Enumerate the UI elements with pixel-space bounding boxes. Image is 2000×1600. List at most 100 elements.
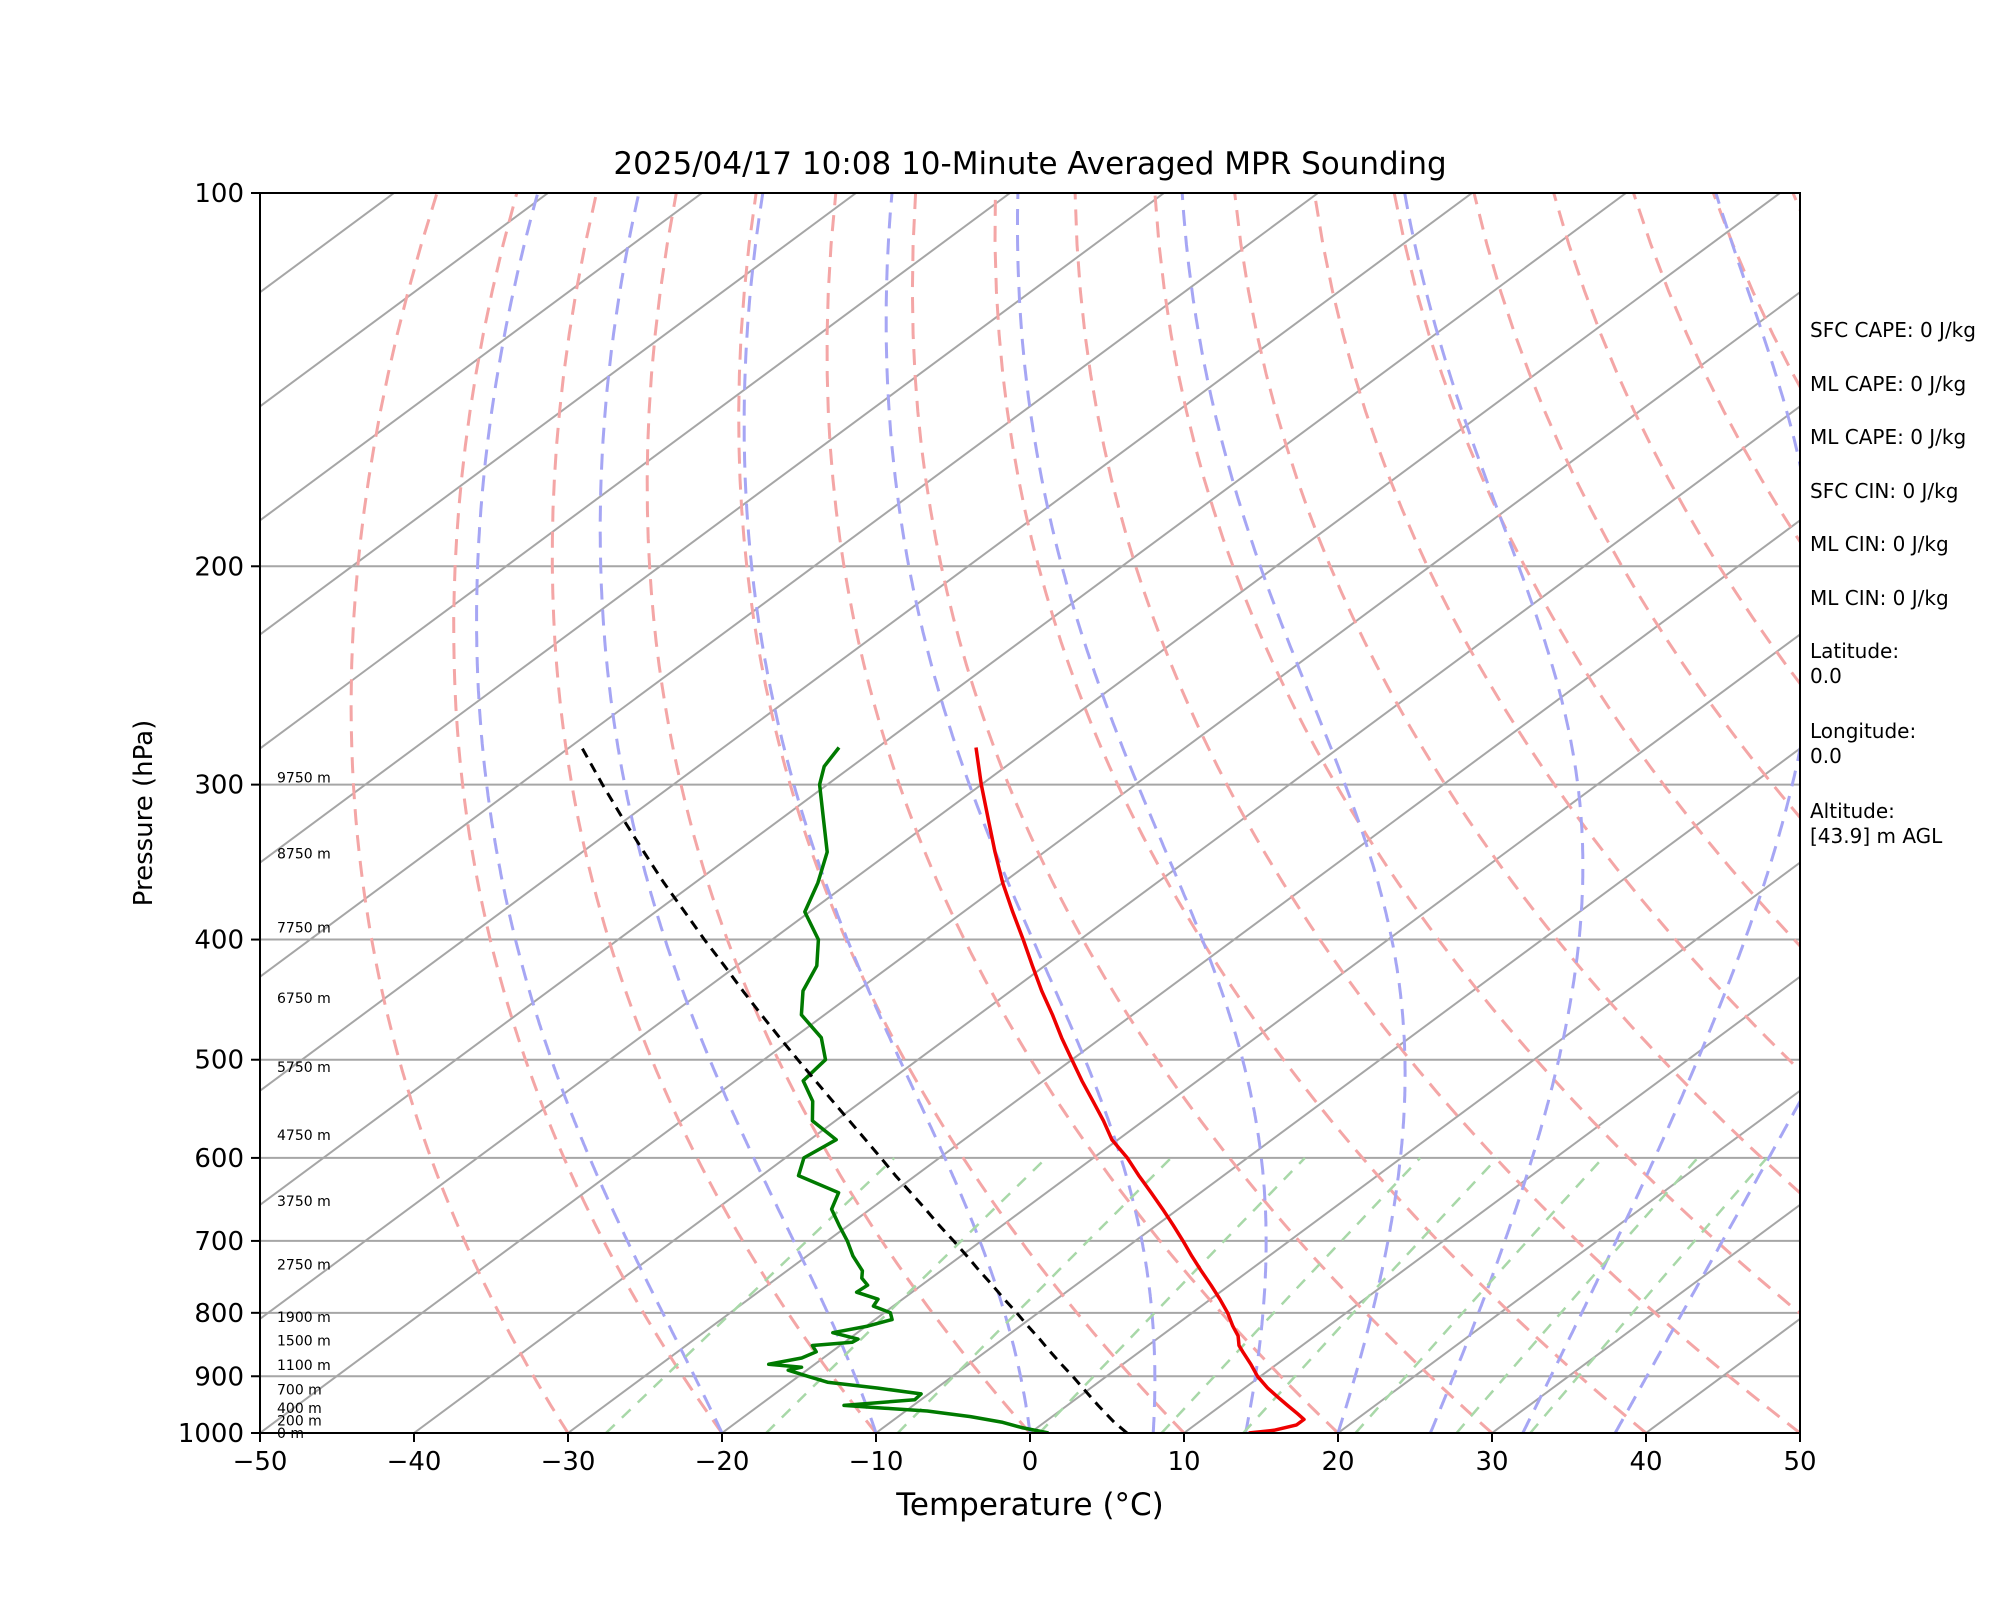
isotherm-line [1337, 1089, 1800, 1433]
height-label: 1500 m [277, 1333, 331, 1349]
height-label: 5750 m [277, 1060, 331, 1076]
isotherm-line [413, 405, 1800, 1433]
y-tick-label: 300 [194, 771, 244, 801]
x-tick-label: 40 [1629, 1447, 1662, 1477]
y-tick-label: 700 [194, 1227, 244, 1257]
y-tick-label: 600 [194, 1144, 244, 1174]
height-label: 7750 m [277, 920, 331, 936]
parcel-line [580, 746, 1128, 1433]
isotherm-line [1491, 1203, 1800, 1433]
height-label: 1900 m [277, 1310, 331, 1326]
dry-adiabat-line [452, 193, 724, 1433]
isotherm-line [260, 193, 1165, 864]
altitude-block: Altitude: [43.9] m AGL [1810, 799, 2000, 879]
height-label: 2750 m [277, 1257, 331, 1273]
isotherm-line [1183, 975, 1800, 1433]
isotherm-line [1029, 861, 1800, 1433]
y-tick-label: 1000 [178, 1419, 244, 1449]
moist-adiabat-line [1613, 1098, 1800, 1433]
dry-adiabat-line [1233, 193, 1800, 1195]
chart-title: 2025/04/17 10:08 10-Minute Averaged MPR … [613, 146, 1446, 182]
dry-adiabat-line [825, 193, 1340, 1433]
mixing-ratio-line [605, 1156, 896, 1433]
dry-adiabat-line [1392, 193, 1800, 949]
latitude-block: Latitude: 0.0 [1810, 639, 2000, 719]
x-tick-label: 10 [1167, 1447, 1200, 1477]
dry-adiabat-line [737, 193, 1186, 1433]
dewpoint-line [766, 746, 1049, 1433]
altitude-label: Altitude: [1810, 799, 1895, 823]
height-label: 8750 m [277, 847, 331, 863]
dry-adiabat-line [645, 193, 1032, 1433]
height-label: 1100 m [277, 1358, 331, 1374]
dry-adiabat-line [993, 193, 1647, 1433]
isotherm-line [260, 193, 1781, 1321]
temperature-line [974, 747, 1306, 1433]
isotherm-line [567, 519, 1800, 1433]
height-label: 400 m [277, 1401, 322, 1417]
moist-adiabat-line [1180, 193, 1407, 1433]
isotherm-line [260, 193, 1627, 1207]
x-tick-label: 0 [1022, 1447, 1039, 1477]
ml-cape-text: ML CAPE: 0 J/kg [1810, 371, 1967, 396]
moist-adiabat-line [742, 193, 1032, 1433]
isotherm-line [260, 193, 1473, 1093]
altitude-value: [43.9] m AGL [1810, 824, 1943, 848]
y-tick-label: 900 [194, 1362, 244, 1392]
x-axis-label: Temperature (°C) [895, 1487, 1164, 1523]
height-label: 9750 m [277, 770, 331, 786]
x-tick-label: −30 [541, 1447, 596, 1477]
x-tick-label: −20 [695, 1447, 750, 1477]
x-tick-label: −10 [849, 1447, 904, 1477]
height-label: 4750 m [277, 1128, 331, 1144]
isotherm-line [721, 633, 1800, 1433]
height-label: 6750 m [277, 991, 331, 1007]
dry-adiabat-line [1472, 193, 1800, 820]
isotherm-line [260, 193, 1011, 750]
y-tick-label: 500 [194, 1046, 244, 1076]
isotherm-line [875, 747, 1800, 1433]
moist-adiabat-line [884, 193, 1157, 1433]
y-axis: 1000 900 800 700 600 500 400 300 200 100 [178, 179, 260, 1449]
x-tick-label: 30 [1475, 1447, 1508, 1477]
mixing-ratio-line [765, 1157, 1048, 1433]
background-lines [260, 193, 1800, 1433]
y-tick-label: 100 [194, 179, 244, 209]
y-axis-label: Pressure (hPa) [129, 720, 159, 907]
mixing-ratio-line [896, 1157, 1172, 1433]
profile-lines [580, 746, 1306, 1433]
dry-adiabat-line [550, 193, 878, 1433]
x-tick-label: −40 [387, 1447, 442, 1477]
longitude-block: Longitude: 0.0 [1810, 719, 2000, 799]
mixing-ratio-line [1038, 1157, 1306, 1433]
isotherm-line [260, 193, 857, 636]
isotherm-line [260, 193, 549, 408]
isotherm-line [260, 193, 703, 522]
moist-adiabat-line [1016, 193, 1268, 1433]
isotherm-line [260, 193, 1319, 978]
mixing-ratio-line [1160, 1157, 1422, 1433]
mixing-ratio-line [1455, 1157, 1699, 1433]
y-tick-label: 800 [194, 1299, 244, 1329]
moist-adiabat-line [598, 193, 878, 1433]
mixing-ratio-line [1529, 1157, 1768, 1433]
x-tick-label: 50 [1783, 1447, 1816, 1477]
y-tick-label: 200 [194, 552, 244, 582]
moist-adiabat-line [1403, 193, 1585, 1433]
x-axis: −50 −40 −30 −20 −10 0 10 20 30 40 50 [233, 1433, 1817, 1477]
x-tick-label: −50 [233, 1447, 288, 1477]
moist-adiabat-line [475, 193, 724, 1433]
height-label: 3750 m [277, 1194, 331, 1210]
ml-cape-text-2: ML CAPE: 0 J/kg [1810, 425, 1967, 449]
stats-panel: SFC CAPE: 0 J/kg ML CAPE: 0 J/kg ML CAPE… [1810, 318, 2000, 879]
dry-adiabat-line [1073, 193, 1800, 1433]
sfc-cin-text: SFC CIN: 0 J/kg [1810, 478, 1959, 503]
sfc-cape-text: SFC CAPE: 0 J/kg [1810, 318, 1976, 342]
mixing-ratio-line [1242, 1157, 1499, 1433]
y-tick-label: 400 [194, 926, 244, 956]
longitude-value: 0.0 [1810, 744, 1842, 768]
x-tick-label: 20 [1321, 1447, 1354, 1477]
isotherm-line [260, 291, 1800, 1433]
